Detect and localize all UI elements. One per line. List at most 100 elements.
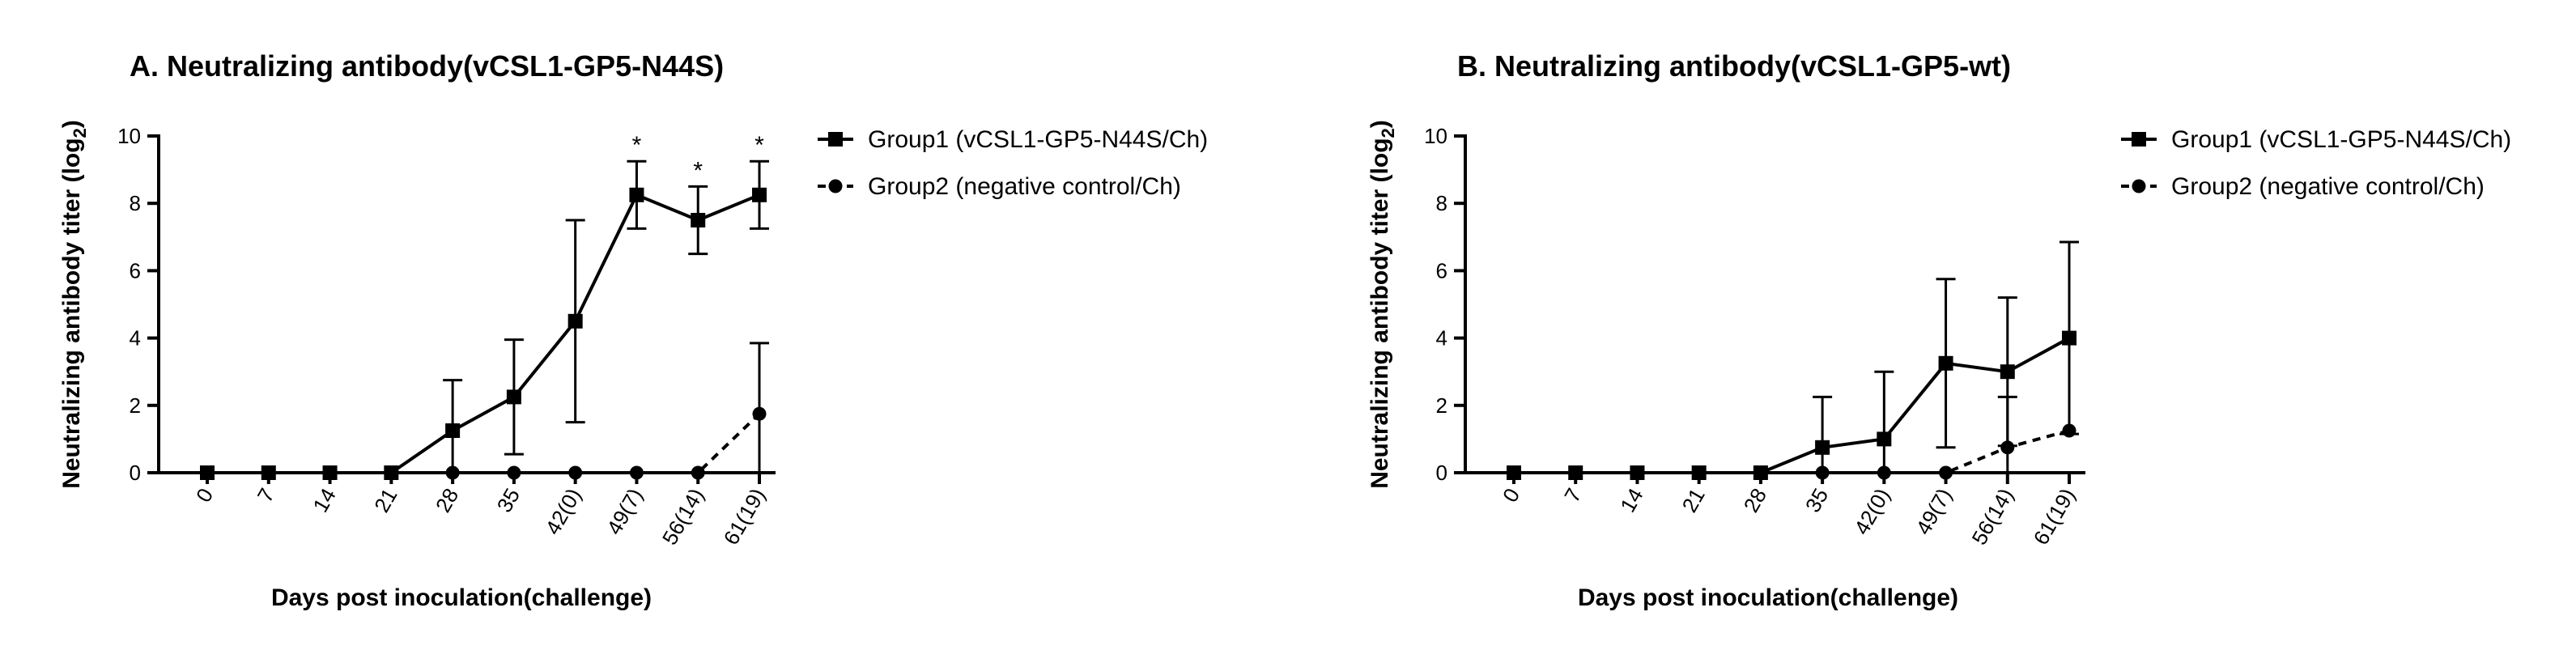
y-axis-label: Neutralizing antibody titer (log2): [58, 120, 90, 489]
y-tick-label: 8: [1436, 191, 1447, 215]
x-tick-label: 49(7): [1911, 484, 1956, 539]
data-point-circle: [568, 465, 583, 480]
y-tick-label: 8: [130, 191, 141, 215]
x-tick-label: 21: [1677, 484, 1709, 516]
series-1: [1507, 240, 2079, 480]
x-tick-label: 61(19): [2029, 484, 2081, 549]
y-tick-label: 4: [130, 326, 141, 350]
data-point-circle: [691, 465, 705, 480]
x-axis-label: Days post inoculation(challenge): [1578, 584, 1958, 611]
y-tick-label: 2: [1436, 393, 1447, 418]
data-point-circle: [1815, 465, 1830, 480]
data-point-square: [1877, 431, 1892, 447]
data-point-square: [752, 187, 767, 202]
legend-label: Group2 (negative control/Ch): [2171, 173, 2485, 200]
x-tick-label: 0: [191, 484, 218, 507]
x-tick-label: 28: [431, 484, 463, 516]
series-line: [207, 193, 760, 474]
legend-marker-circle: [828, 179, 843, 193]
data-point-square: [2000, 364, 2015, 380]
significance-marker: *: [632, 132, 642, 159]
legend-label: Group1 (vCSL1-GP5-N44S/Ch): [868, 126, 1208, 153]
y-tick-label: 2: [130, 393, 141, 418]
data-point-circle: [261, 465, 276, 480]
x-tick-label: 14: [1615, 484, 1647, 516]
x-tick-label: 28: [1739, 484, 1771, 516]
y-tick-label: 10: [1424, 124, 1447, 148]
chart-title: B. Neutralizing antibody(vCSL1-GP5-wt): [1457, 49, 2011, 83]
x-tick-label: 56(14): [1966, 484, 2018, 549]
legend-marker-square: [2132, 132, 2146, 147]
x-tick-label: 35: [1800, 484, 1833, 516]
legend-entry-2: Group2 (negative control/Ch): [2121, 173, 2485, 200]
data-point-circle: [323, 465, 338, 480]
data-point-circle: [1630, 465, 1644, 480]
legend-label: Group2 (negative control/Ch): [868, 173, 1181, 200]
data-point-circle: [445, 465, 460, 480]
data-point-square: [567, 313, 583, 329]
data-point-circle: [200, 465, 215, 480]
data-point-circle: [1939, 465, 1953, 480]
data-point-square: [2062, 330, 2077, 346]
chart-a: A. Neutralizing antibody(vCSL1-GP5-N44S)…: [58, 49, 1208, 611]
series-line: [1514, 336, 2070, 474]
x-tick-label: 61(19): [719, 484, 771, 549]
data-point-square: [445, 423, 461, 438]
legend-marker-square: [828, 132, 843, 147]
data-point-circle: [1568, 465, 1583, 480]
x-axis-label: Days post inoculation(challenge): [271, 584, 652, 611]
y-axis-label-end: ): [1367, 120, 1393, 128]
legend-entry-1: Group1 (vCSL1-GP5-N44S/Ch): [818, 126, 1208, 153]
chart-title: A. Neutralizing antibody(vCSL1-GP5-N44S): [130, 49, 724, 83]
significance-marker: *: [755, 132, 764, 159]
series-1: [200, 159, 769, 480]
y-axis-label-subscript: 2: [70, 128, 90, 138]
y-tick-label: 4: [1436, 326, 1447, 350]
data-point-circle: [507, 465, 521, 480]
y-axis-label-main: Neutralizing antibody titer (log: [58, 138, 85, 488]
data-point-square: [1938, 355, 1953, 371]
y-axis-label-main: Neutralizing antibody titer (log: [1367, 138, 1393, 488]
data-point-square: [629, 187, 644, 202]
y-tick-label: 0: [1436, 461, 1447, 485]
data-point-circle: [752, 406, 767, 421]
y-tick-label: 10: [117, 124, 141, 148]
x-tick-label: 56(14): [657, 484, 709, 549]
x-tick-label: 35: [492, 484, 525, 516]
data-point-circle: [629, 465, 644, 480]
data-point-circle: [1507, 465, 1521, 480]
legend-entry-2: Group2 (negative control/Ch): [818, 173, 1181, 200]
x-tick-label: 7: [1559, 484, 1586, 507]
data-point-circle: [2062, 423, 2077, 438]
x-tick-label: 42(0): [1849, 484, 1894, 539]
significance-marker: *: [693, 157, 703, 184]
series-line: [1514, 429, 2070, 474]
data-point-circle: [1753, 465, 1768, 480]
y-axis-label-end: ): [58, 120, 85, 128]
x-tick-label: 21: [369, 484, 402, 516]
x-tick-label: 0: [1498, 484, 1524, 507]
legend-marker-circle: [2132, 179, 2146, 193]
data-point-circle: [2000, 440, 2015, 455]
y-axis-label: Neutralizing antibody titer (log2): [1367, 120, 1398, 489]
legend-label: Group1 (vCSL1-GP5-N44S/Ch): [2171, 126, 2511, 153]
x-tick-label: 49(7): [601, 484, 647, 539]
x-tick-label: 7: [253, 484, 279, 507]
y-tick-label: 0: [130, 461, 141, 485]
data-point-square: [506, 389, 521, 405]
y-axis-label-subscript: 2: [1378, 128, 1398, 138]
data-point-circle: [1692, 465, 1707, 480]
chart-b: B. Neutralizing antibody(vCSL1-GP5-wt) 0 2…: [1367, 49, 2511, 611]
data-point-circle: [384, 465, 398, 480]
legend-entry-1: Group1 (vCSL1-GP5-N44S/Ch): [2121, 126, 2511, 153]
y-tick-label: 6: [1436, 258, 1447, 283]
series-line: [207, 412, 761, 474]
series-2: [200, 342, 769, 480]
data-point-circle: [1877, 465, 1891, 480]
data-point-square: [691, 213, 706, 227]
series-2: [1507, 395, 2077, 480]
x-tick-label: 42(0): [541, 484, 586, 539]
y-tick-label: 6: [130, 258, 141, 283]
data-point-square: [1815, 440, 1830, 455]
